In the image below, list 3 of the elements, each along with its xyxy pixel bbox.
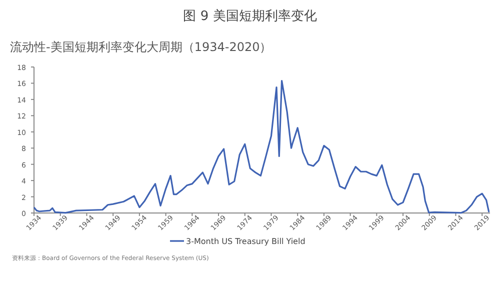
- legend-label: 3-Month US Treasury Bill Yield: [186, 237, 306, 246]
- title: 图 9 美国短期利率变化: [183, 9, 317, 24]
- subtitle: 流动性-美国短期利率变化大周期（1934-2020）: [10, 40, 272, 54]
